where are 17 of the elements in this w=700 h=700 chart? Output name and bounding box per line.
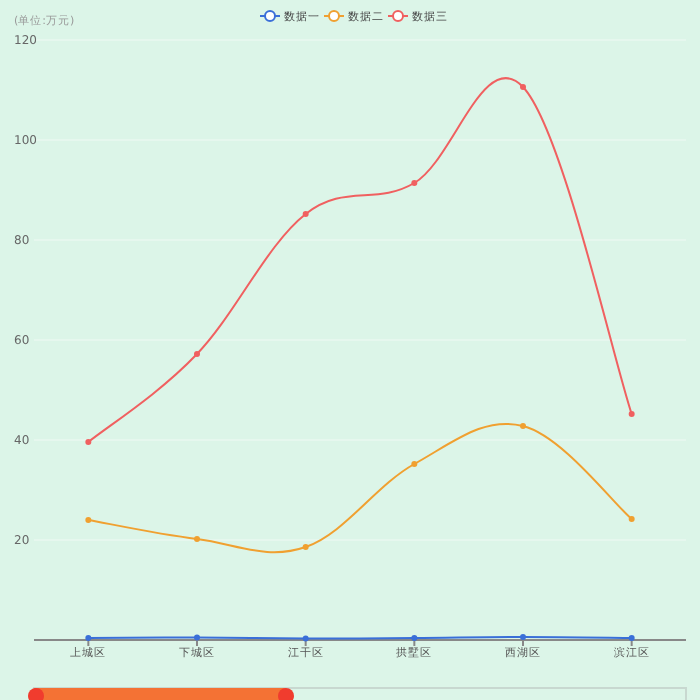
point — [411, 635, 418, 641]
point — [302, 544, 309, 550]
point — [302, 211, 309, 217]
point — [628, 516, 635, 522]
point — [302, 635, 309, 642]
point — [628, 411, 635, 417]
point — [628, 635, 635, 641]
point — [411, 461, 418, 467]
point — [194, 536, 200, 542]
point — [194, 634, 200, 641]
point — [520, 423, 526, 429]
point — [194, 351, 200, 357]
point — [85, 439, 92, 445]
point — [85, 517, 92, 523]
point — [411, 180, 418, 186]
point — [520, 84, 526, 90]
point — [85, 635, 92, 641]
